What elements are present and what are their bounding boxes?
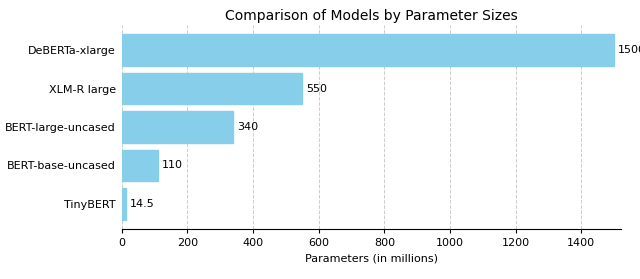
- Text: 550: 550: [306, 83, 327, 93]
- X-axis label: Parameters (in millions): Parameters (in millions): [305, 253, 438, 263]
- Text: 110: 110: [162, 160, 182, 170]
- Bar: [122, 111, 233, 143]
- Bar: [122, 73, 302, 104]
- Text: 1500: 1500: [618, 45, 640, 55]
- Bar: [122, 150, 157, 181]
- Bar: [122, 188, 126, 220]
- Text: 340: 340: [237, 122, 259, 132]
- Bar: [122, 34, 614, 66]
- Text: 14.5: 14.5: [131, 199, 155, 209]
- Title: Comparison of Models by Parameter Sizes: Comparison of Models by Parameter Sizes: [225, 9, 518, 23]
